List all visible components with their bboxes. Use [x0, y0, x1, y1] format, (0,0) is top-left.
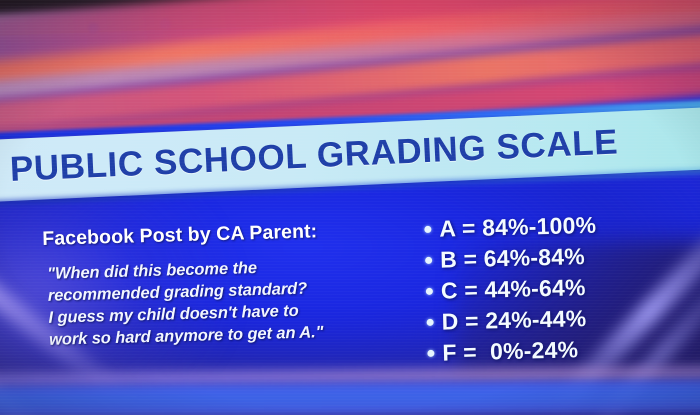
grade-row: D = 24%-44% — [426, 303, 599, 338]
grade-row: B = 64%-84% — [425, 241, 598, 276]
bullet-dot-icon — [426, 318, 434, 326]
grading-scale-list: A = 84%-100% B = 64%-84% C = 44%-64% D =… — [424, 210, 600, 369]
grade-row-text: A = 84%-100% — [439, 211, 597, 242]
backdrop-bottom-band-blue — [0, 379, 700, 415]
grade-row-text: B = 64%-84% — [439, 243, 586, 273]
grade-row-text: F = 0%-24% — [442, 336, 579, 366]
grade-row: C = 44%-64% — [425, 272, 599, 307]
bullet-dot-icon — [427, 349, 435, 357]
grade-row: A = 84%-100% — [424, 210, 597, 245]
grade-row-text: C = 44%-64% — [440, 274, 586, 304]
bullet-dot-icon — [425, 287, 433, 295]
facebook-post-quote: "When did this become the recommended gr… — [47, 254, 375, 351]
grade-row: F = 0%-24% — [427, 334, 600, 369]
bullet-dot-icon — [424, 225, 432, 233]
bullet-dot-icon — [425, 256, 433, 264]
facebook-post-panel: Facebook Post by CA Parent: "When did th… — [42, 219, 375, 351]
grade-row-text: D = 24%-44% — [441, 305, 587, 335]
